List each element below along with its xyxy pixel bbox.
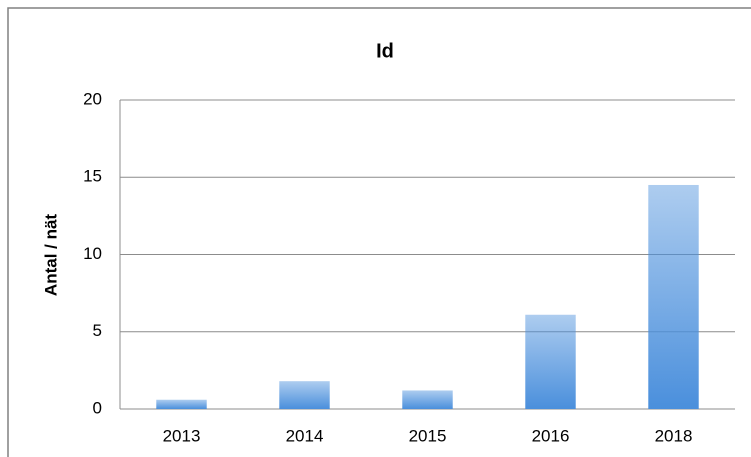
- x-tick-label: 2014: [286, 426, 324, 445]
- x-tick-label: 2016: [532, 426, 570, 445]
- bar: [402, 390, 453, 409]
- chart-title: Id: [376, 40, 394, 62]
- y-axis-label: Antal / nät: [41, 214, 60, 297]
- x-tick-label: 2018: [655, 426, 693, 445]
- y-tick-label: 10: [83, 244, 102, 263]
- x-tick-label: 2015: [409, 426, 447, 445]
- bar: [156, 399, 207, 409]
- bar: [525, 314, 576, 409]
- y-tick-label: 20: [83, 89, 102, 108]
- chart-frame: [7, 7, 751, 457]
- bar: [648, 184, 699, 409]
- y-tick-label: 5: [93, 321, 102, 340]
- y-tick-label: 15: [83, 167, 102, 186]
- bar: [279, 381, 330, 409]
- y-tick-label: 0: [93, 398, 102, 417]
- x-tick-label: 2013: [163, 426, 201, 445]
